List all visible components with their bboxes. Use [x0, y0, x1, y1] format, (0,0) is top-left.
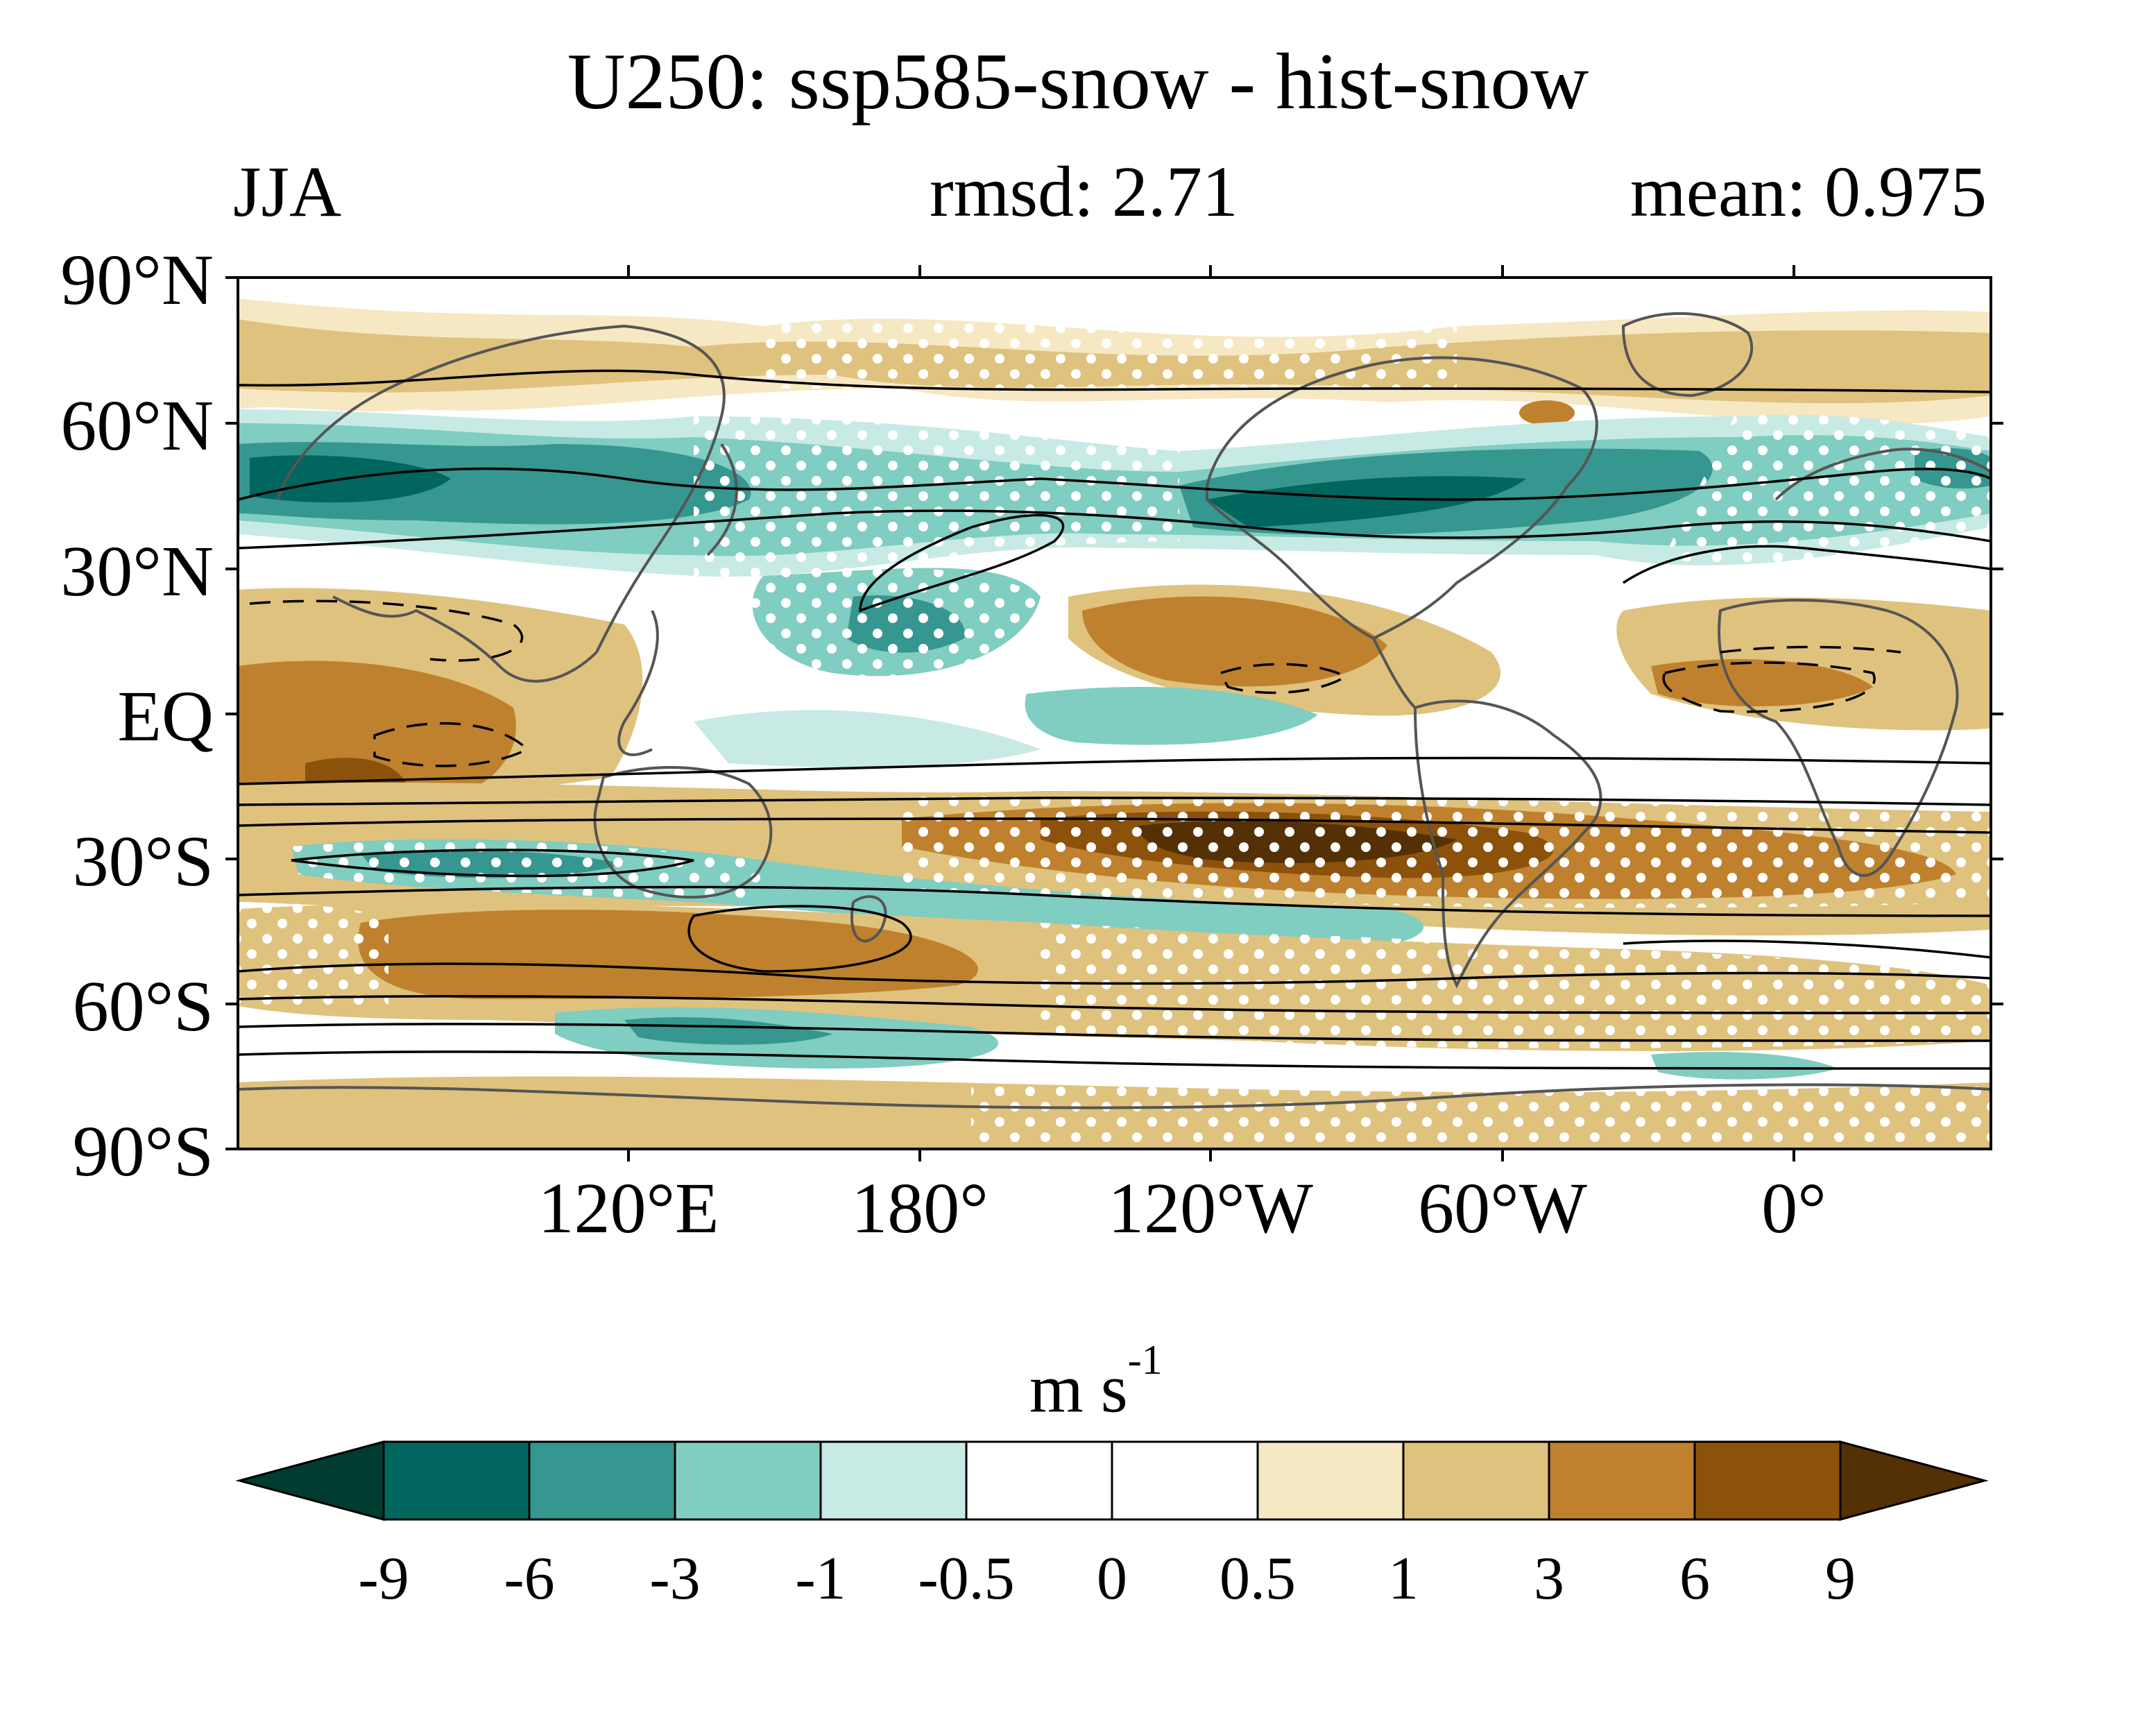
colorbar-tick-label: 9 [1825, 1545, 1856, 1612]
colorbar-tick-label: 3 [1534, 1545, 1564, 1612]
lat-label-eq: EQ [117, 676, 214, 756]
colorbar-box [1402, 1440, 1550, 1521]
colorbar-box [819, 1440, 968, 1521]
colorbar-tick-label: 6 [1679, 1545, 1710, 1612]
lat-label-30s: 30°S [72, 821, 214, 901]
colorbar-box [1111, 1440, 1259, 1521]
colorbar-units-base: m s [1029, 1349, 1128, 1427]
lat-label-60s: 60°S [72, 967, 214, 1046]
colorbar-tick-label: -6 [504, 1545, 555, 1612]
colorbar-tick-label: 0.5 [1220, 1545, 1296, 1612]
colorbar-tick-label: 0 [1097, 1545, 1127, 1612]
lon-label-120e: 120°E [538, 1168, 719, 1248]
coastlines [238, 312, 1991, 1109]
lat-label-90n: 90°N [60, 240, 214, 320]
lat-label-60n: 60°N [60, 386, 214, 466]
colorbar-tick-label: -0.5 [918, 1545, 1015, 1612]
lon-label-120w: 120°W [1108, 1168, 1313, 1248]
lon-label-0: 0° [1761, 1168, 1826, 1248]
rmsd-label: rmsd: 2.71 [930, 152, 1238, 232]
lon-label-60w: 60°W [1418, 1168, 1587, 1248]
lat-label-90s: 90°S [72, 1112, 214, 1191]
figure-title: U250: ssp585-snow - hist-snow [567, 37, 1589, 126]
colorbar-units: m s-1 [1029, 1339, 1163, 1423]
colorbar-box [1693, 1440, 1842, 1521]
colorbar-tick-label: -1 [795, 1545, 846, 1612]
climatology-contours [238, 369, 1991, 1070]
lon-label-180: 180° [851, 1168, 989, 1248]
axis-ticks [225, 265, 2003, 1161]
colorbar [235, 1440, 1989, 1521]
colorbar-units-exponent: -1 [1127, 1337, 1163, 1383]
colorbar-box [1256, 1440, 1405, 1521]
colorbar-tick-label: -9 [358, 1545, 409, 1612]
lat-label-30n: 30°N [60, 531, 214, 611]
colorbar-extension-low [235, 1440, 385, 1521]
colorbar-box [965, 1440, 1113, 1521]
colorbar-box [528, 1440, 676, 1521]
map-panel [238, 278, 1991, 1149]
colorbar-box [674, 1440, 822, 1521]
colorbar-box [382, 1440, 531, 1521]
season-label: JJA [233, 152, 342, 232]
colorbar-tick-label: -3 [649, 1545, 701, 1612]
colorbar-tick-label: 1 [1388, 1545, 1419, 1612]
colorbar-extension-high [1839, 1440, 1989, 1521]
mean-label: mean: 0.975 [1629, 152, 1987, 232]
colorbar-box [1548, 1440, 1696, 1521]
